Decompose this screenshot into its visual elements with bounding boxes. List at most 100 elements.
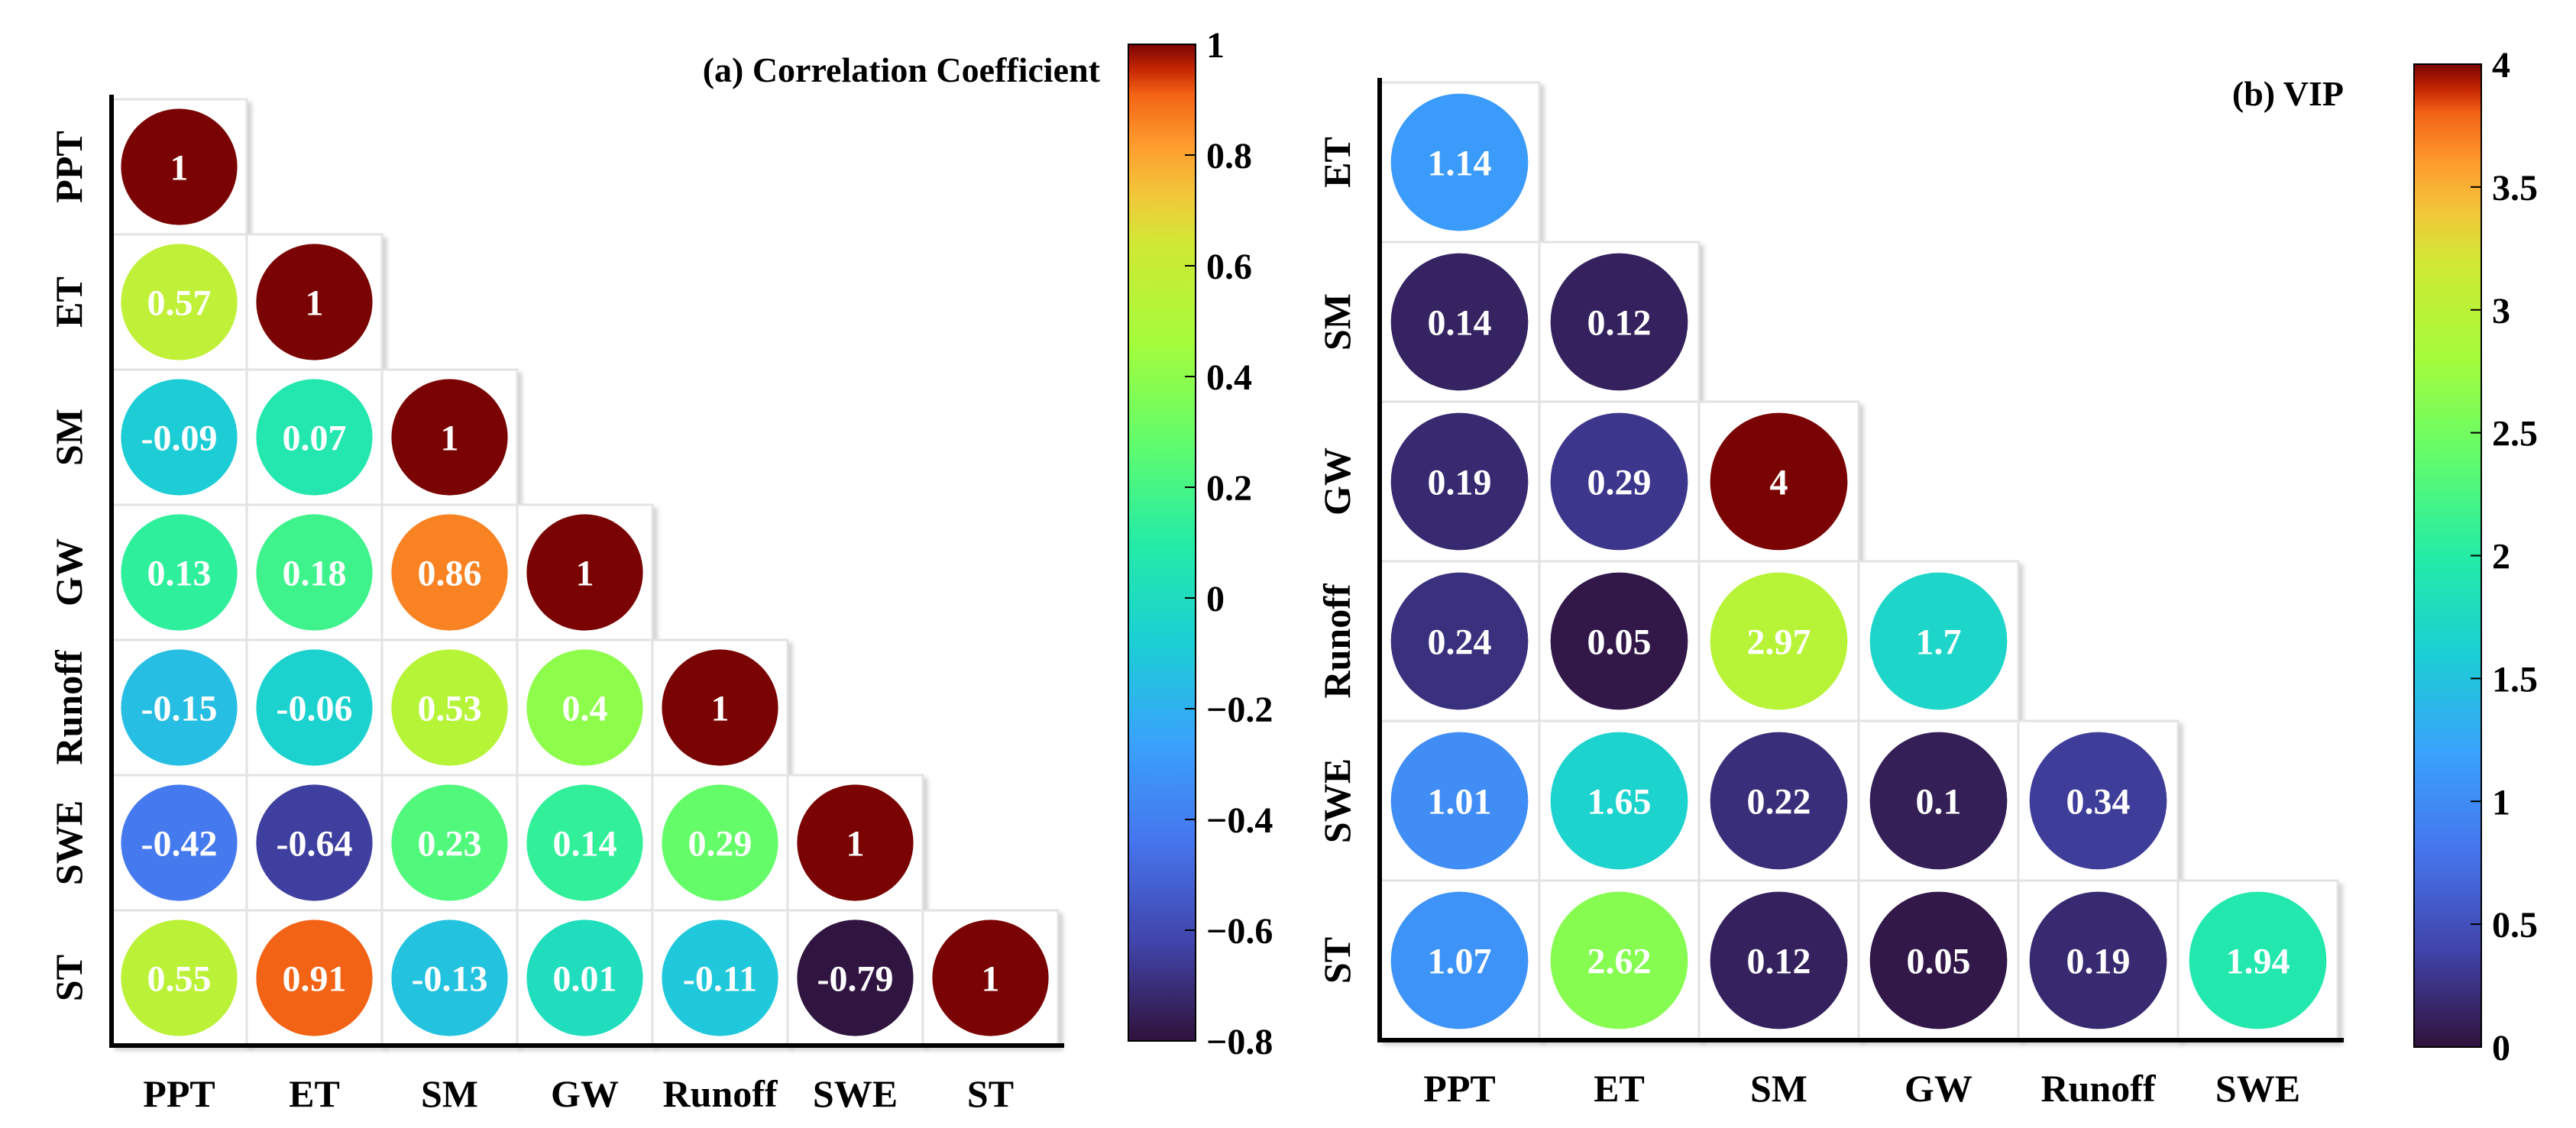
vip-colorbar bbox=[2413, 63, 2482, 1048]
correlation-circle bbox=[2029, 891, 2167, 1029]
cell-value-label: 1 bbox=[306, 283, 324, 324]
cell-value-label: 1.94 bbox=[2226, 942, 2290, 982]
correlation-circle bbox=[662, 920, 778, 1036]
row-label: ET bbox=[47, 276, 90, 328]
column-label: ET bbox=[289, 1072, 340, 1115]
cell-value-label: 1.07 bbox=[1428, 942, 1492, 982]
correlation-circle bbox=[1550, 891, 1688, 1029]
correlation-circle bbox=[1710, 412, 1848, 551]
correlation-circle bbox=[1710, 732, 1848, 870]
cell-value-label: 0.86 bbox=[418, 554, 482, 594]
correlation-circle bbox=[1710, 891, 1848, 1029]
cell-value-label: 0.24 bbox=[1428, 622, 1492, 663]
correlation-circle bbox=[662, 784, 778, 901]
correlation-circle bbox=[256, 244, 373, 360]
correlation-circle bbox=[1390, 412, 1529, 551]
column-label: ET bbox=[1594, 1067, 1645, 1110]
cell-value-label: 0.23 bbox=[418, 824, 482, 865]
row-label: SM bbox=[1316, 293, 1358, 351]
cell-value-label: 2.97 bbox=[1747, 622, 1811, 663]
cell-value-label: 1.7 bbox=[1916, 622, 1962, 663]
correlation-circle bbox=[2029, 732, 2167, 870]
correlation-circle bbox=[256, 649, 373, 766]
cell-value-label: 0.29 bbox=[688, 824, 752, 865]
correlation-circle bbox=[797, 920, 914, 1036]
cell-value-label: 0.55 bbox=[147, 959, 212, 1000]
vip-colorbar-ticks: 4 3.5 3 2.5 2 1.5 1 0.5 0 bbox=[2471, 45, 2538, 1068]
correlation-circle bbox=[1869, 572, 2008, 710]
correlation-circle bbox=[1550, 412, 1688, 551]
correlation-circle bbox=[391, 649, 508, 766]
cell-value-label: 0.53 bbox=[418, 689, 482, 729]
colorbar-tick-label: 1 bbox=[2492, 782, 2510, 823]
column-label: GW bbox=[551, 1072, 619, 1115]
correlation-circle bbox=[1869, 891, 2008, 1029]
correlation-circle bbox=[121, 244, 238, 360]
row-label: SWE bbox=[1316, 758, 1358, 843]
colorbar-tick-label: 3 bbox=[2492, 291, 2510, 331]
correlation-circle bbox=[526, 920, 643, 1036]
correlation-circle bbox=[121, 108, 238, 225]
cell-value-label: 0.01 bbox=[553, 959, 617, 1000]
cell-value-label: 0.34 bbox=[2066, 782, 2131, 823]
cell-value-label: 0.91 bbox=[283, 959, 347, 1000]
cell-value-label: 1.14 bbox=[1428, 144, 1492, 184]
colorbar-tick-label: 2 bbox=[2492, 537, 2510, 577]
correlation-circle bbox=[256, 514, 373, 631]
colorbar-tick-label: 0.2 bbox=[1206, 468, 1252, 509]
correlation-colorbar bbox=[1128, 44, 1196, 1042]
cell-value-label: 0.13 bbox=[147, 554, 212, 594]
correlation-circle bbox=[526, 514, 643, 631]
cell-value-label: 1 bbox=[170, 148, 189, 189]
cell-value-label: 0.07 bbox=[283, 419, 347, 459]
correlation-circle bbox=[526, 649, 643, 766]
row-label: SWE bbox=[47, 800, 90, 885]
cell-value-label: 1 bbox=[711, 689, 730, 729]
correlation-circle bbox=[1550, 732, 1688, 870]
row-label: Runoff bbox=[47, 649, 90, 764]
correlation-circle bbox=[1390, 93, 1529, 231]
cell-value-label: 4 bbox=[1770, 463, 1788, 503]
correlation-circle bbox=[391, 784, 508, 901]
correlation-circle bbox=[121, 514, 238, 631]
cell-value-label: -0.13 bbox=[412, 959, 488, 1000]
correlation-circle bbox=[391, 514, 508, 631]
correlation-circle bbox=[391, 379, 508, 496]
correlation-circle bbox=[121, 649, 238, 766]
cell-value-label: -0.09 bbox=[141, 419, 218, 459]
row-label: SM bbox=[47, 409, 90, 466]
cell-value-label: 0.12 bbox=[1747, 942, 1811, 982]
correlation-circle bbox=[1550, 572, 1688, 710]
colorbar-tick-label: 1.5 bbox=[2492, 659, 2538, 700]
column-label: SM bbox=[421, 1072, 478, 1115]
correlation-circle bbox=[1869, 732, 2008, 870]
colorbar-tick-label: 0.4 bbox=[1206, 357, 1252, 398]
cell-value-label: 0.05 bbox=[1907, 942, 1971, 982]
cell-value-label: 1 bbox=[441, 419, 459, 459]
cell-value-label: 2.62 bbox=[1587, 942, 1652, 982]
column-label: PPT bbox=[143, 1072, 215, 1115]
cell-value-label: 1 bbox=[982, 959, 1000, 1000]
row-label: Runoff bbox=[1316, 583, 1358, 698]
cell-value-label: 0.29 bbox=[1587, 463, 1652, 503]
cell-value-label: 1 bbox=[846, 824, 865, 865]
colorbar-tick-label: 2.5 bbox=[2492, 414, 2538, 454]
vip-chart-title: (b) VIP bbox=[2232, 74, 2344, 113]
cell-value-label: 0.14 bbox=[553, 824, 617, 865]
correlation-circle bbox=[1550, 253, 1688, 391]
colorbar-tick-label: 0.8 bbox=[1206, 136, 1252, 176]
cell-value-label: -0.15 bbox=[141, 689, 218, 729]
colorbar-tick-label: 0.6 bbox=[1206, 247, 1252, 287]
colorbar-tick-label: −0.2 bbox=[1206, 690, 1273, 730]
cell-value-label: 1.01 bbox=[1428, 782, 1492, 823]
colorbar-tick-label: 0.5 bbox=[2492, 905, 2538, 945]
column-label: Runoff bbox=[2040, 1067, 2156, 1110]
correlation-circle bbox=[256, 784, 373, 901]
colorbar-tick-label: 0 bbox=[2492, 1028, 2510, 1068]
colorbar-tick-label: 0 bbox=[1206, 579, 1225, 619]
row-label: ST bbox=[47, 955, 90, 1001]
correlation-circle bbox=[121, 784, 238, 901]
column-label: GW bbox=[1904, 1067, 1972, 1110]
correlation-circle bbox=[391, 920, 508, 1036]
